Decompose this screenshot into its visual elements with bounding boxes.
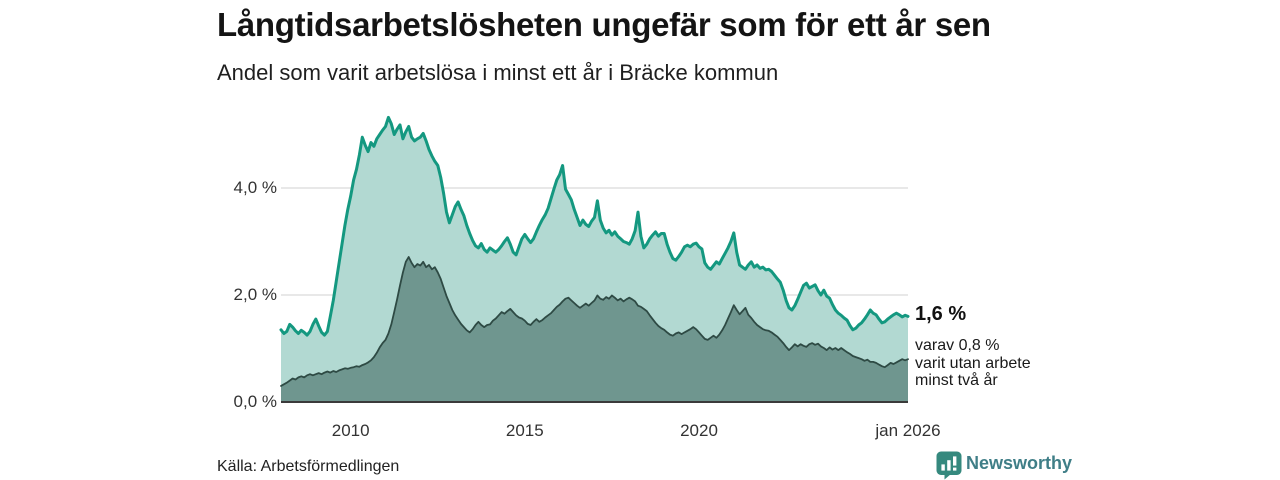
two-year-line (280, 256, 909, 387)
chart-subtitle: Andel som varit arbetslösa i minst ett å… (217, 60, 779, 85)
detail-line-2: varit utan arbete (915, 354, 1031, 372)
latest-value-detail: varav 0,8 % varit utan arbete minst två … (915, 337, 1031, 390)
latest-value-label: 1,6 % (915, 303, 967, 325)
x-tick-label: 2010 (331, 421, 370, 440)
detail-line-1: varav 0,8 % (915, 337, 1000, 354)
y-tick-label: 2,0 % (233, 285, 277, 304)
x-tick-label: 2020 (680, 421, 718, 440)
chart-title: Långtidsarbetslösheten ungefär som för e… (217, 6, 991, 43)
detail-line-3: minst två år (915, 372, 998, 389)
total-line (279, 115, 910, 337)
source-credit: Källa: Arbetsförmedlingen (217, 458, 400, 475)
x-tick-label: jan 2026 (875, 421, 941, 440)
brand-wordmark: Newsworthy (966, 453, 1073, 473)
two-year-area-fill (281, 257, 908, 402)
y-tick-label: 4,0 % (233, 178, 277, 197)
y-tick-label: 0,0 % (233, 392, 277, 411)
x-tick-label: 2015 (505, 421, 544, 440)
bar-chart-speech-bubble-icon (936, 451, 962, 480)
